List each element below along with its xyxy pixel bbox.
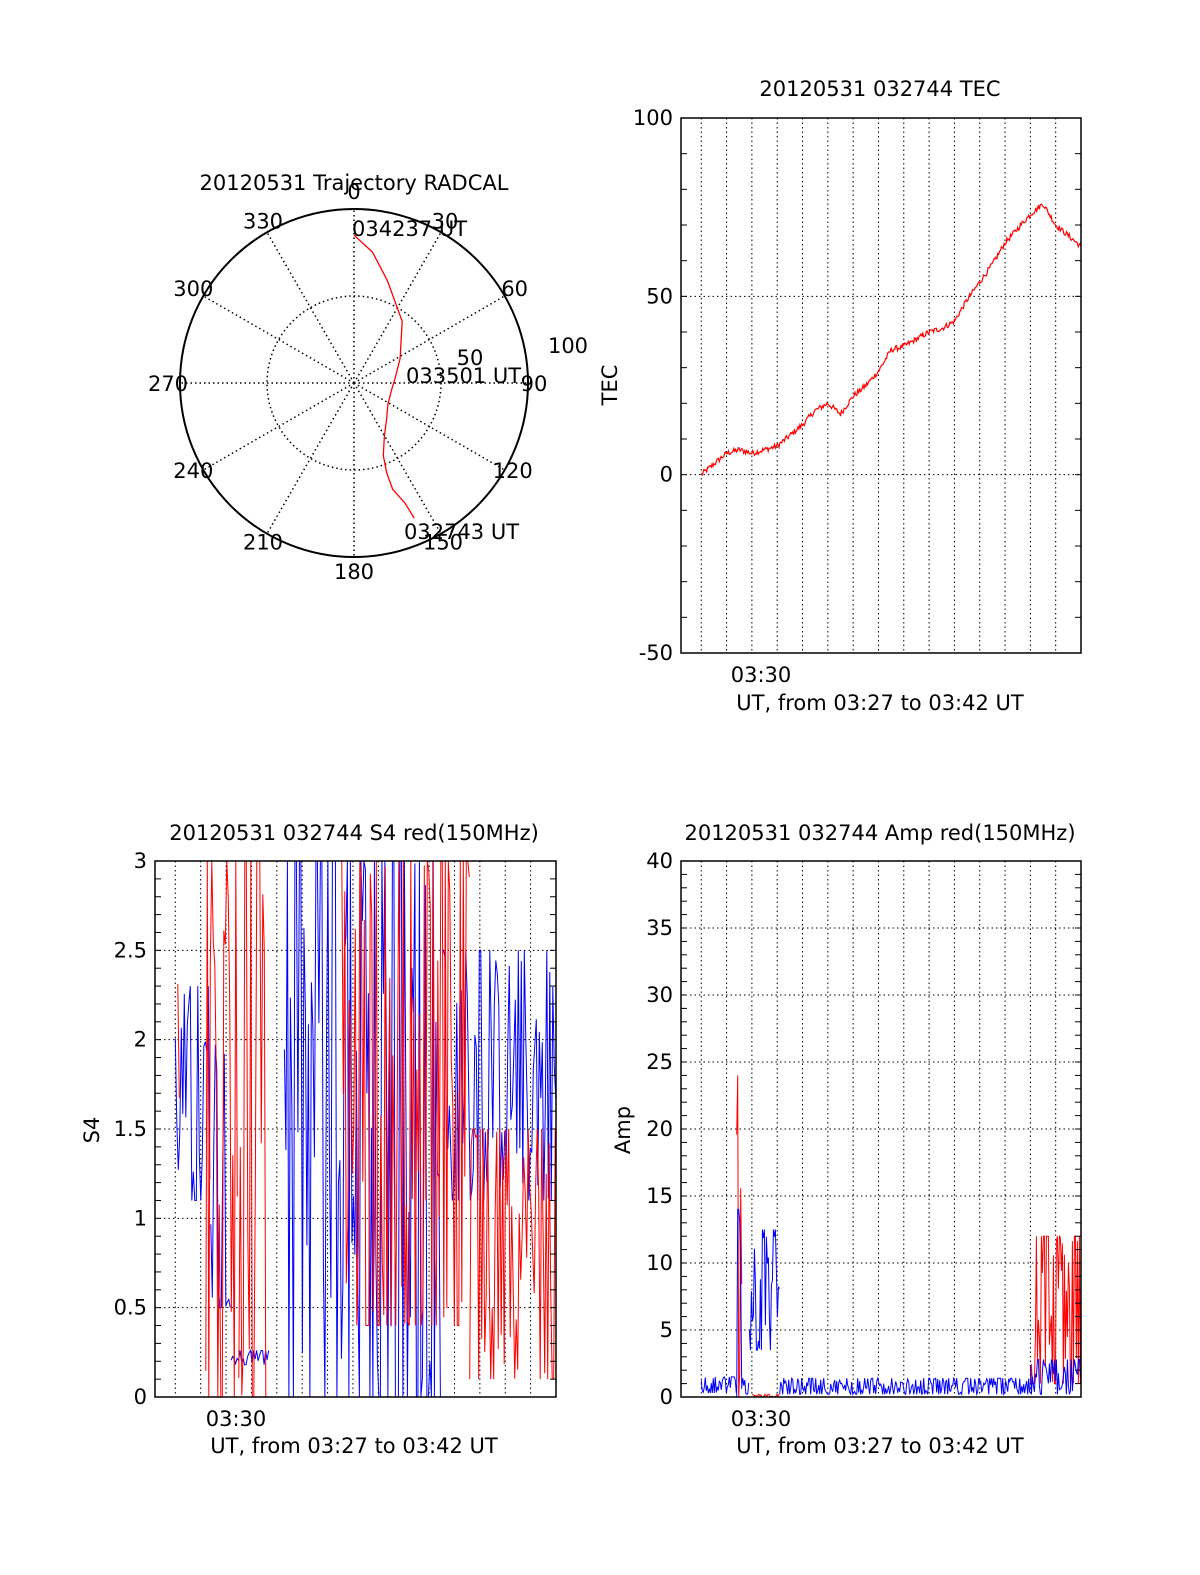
amp-ytick-label: 30 (646, 983, 673, 1007)
amp-series-1 (736, 1075, 1081, 1398)
radius-label-50: 50 (457, 346, 484, 370)
tec-series-group (700, 203, 1082, 477)
amp-ytick-label: 40 (646, 849, 673, 873)
amp-ytick-label: 15 (646, 1184, 673, 1208)
tec-ytick-label: 50 (646, 284, 673, 308)
azimuth-label-240: 240 (173, 459, 213, 483)
amp-series-group (700, 1075, 1081, 1398)
azimuth-label-90: 90 (521, 372, 548, 396)
mid-time-label: 033501 UT (406, 364, 521, 388)
azimuth-label-150: 150 (423, 531, 463, 555)
tec-ytick-label: 0 (660, 463, 673, 487)
s4-y-ticks: 0 0.5 1 1.5 2 2.5 3 (114, 849, 556, 1409)
tec-title: 20120531 032744 TEC (759, 77, 1000, 101)
tec-xlabel: UT, from 03:27 to 03:42 UT (736, 691, 1024, 715)
azimuth-label-300: 300 (173, 277, 213, 301)
trajectory-panel: 20120531 Trajectory RADCAL 0 30 60 90 120 150… (148, 171, 588, 584)
amp-panel: 20120531 032744 Amp red(150MHz) 0 5 10 15 20… (611, 821, 1082, 1458)
tec-ylabel: TEC (598, 365, 622, 407)
amp-series-2 (700, 1208, 1081, 1398)
amp-xlabel: UT, from 03:27 to 03:42 UT (736, 1434, 1024, 1458)
s4-ytick-label: 0.5 (114, 1296, 147, 1320)
polar-outer-ring (179, 208, 529, 558)
trajectory-track (353, 234, 415, 519)
s4-ytick-label: 2.5 (114, 938, 147, 962)
polar-inner-ring (266, 295, 442, 471)
s4-xlabel: UT, from 03:27 to 03:42 UT (210, 1434, 498, 1458)
polar-spoke-300 (202, 295, 355, 384)
amp-ytick-label: 10 (646, 1251, 673, 1275)
trajectory-title: 20120531 Trajectory RADCAL (200, 171, 509, 195)
amp-ytick-label: 5 (660, 1318, 673, 1342)
azimuth-label-270: 270 (148, 372, 188, 396)
amp-xtick-label: 03:30 (731, 1407, 792, 1431)
s4-ylabel: S4 (80, 1117, 104, 1144)
tec-series-1 (700, 203, 1082, 477)
amp-title: 20120531 032744 Amp red(150MHz) (684, 821, 1075, 845)
tec-grid (681, 118, 1081, 653)
polar-spoke-210 (266, 382, 355, 535)
radius-label-100: 100 (548, 334, 588, 358)
tec-y-ticks: -50 0 50 100 (633, 106, 1081, 665)
amp-ytick-label: 20 (646, 1117, 673, 1141)
polar-spoke-240 (202, 382, 355, 471)
azimuth-label-210: 210 (243, 531, 283, 555)
azimuth-label-120: 120 (493, 459, 533, 483)
end-time-label: 034237 UT (352, 217, 467, 241)
tec-xtick-label: 03:30 (731, 663, 792, 687)
azimuth-label-180: 180 (334, 560, 374, 584)
azimuth-labels: 0 30 60 90 120 150 180 210 240 270 300 330 (148, 180, 547, 584)
s4-ytick-label: 1.5 (114, 1117, 147, 1141)
tec-ytick-label: -50 (639, 641, 673, 665)
amp-ytick-label: 35 (646, 916, 673, 940)
s4-ytick-label: 3 (134, 849, 147, 873)
azimuth-label-30: 30 (432, 209, 459, 233)
azimuth-label-0: 0 (347, 180, 360, 204)
azimuth-label-330: 330 (243, 209, 283, 233)
s4-xtick-label: 03:30 (206, 1407, 267, 1431)
amp-ytick-label: 0 (660, 1385, 673, 1409)
amp-y-ticks: 0 5 10 15 20 25 30 35 40 (646, 849, 1081, 1409)
azimuth-label-60: 60 (501, 277, 528, 301)
s4-ytick-label: 0 (134, 1385, 147, 1409)
s4-ytick-label: 2 (134, 1028, 147, 1052)
tec-plot-frame (680, 117, 1082, 654)
s4-panel: 20120531 032744 S4 red(150MHz) 0 0.5 1 1.5 2… (80, 821, 557, 1458)
start-time-label: 032743 UT (404, 520, 519, 544)
amp-ylabel: Amp (611, 1106, 635, 1154)
s4-title: 20120531 032744 S4 red(150MHz) (169, 821, 539, 845)
amp-ytick-label: 25 (646, 1050, 673, 1074)
tec-ytick-label: 100 (633, 106, 673, 130)
polar-spoke-330 (266, 231, 355, 384)
s4-ytick-label: 1 (134, 1206, 147, 1230)
